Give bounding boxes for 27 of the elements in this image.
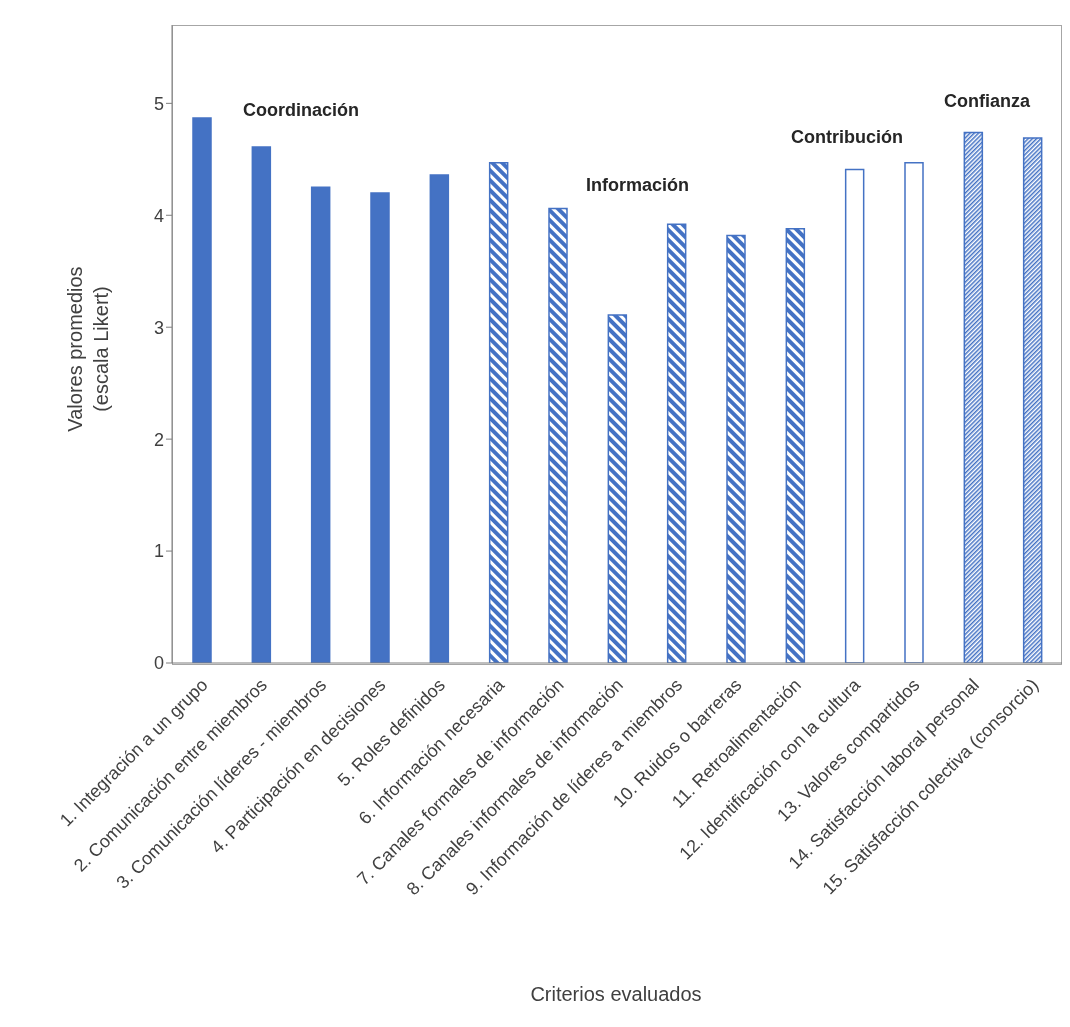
y-tick-label: 4 [153, 205, 164, 226]
y-axis-title: Valores promedios (escala Likert) [63, 265, 113, 434]
bar [785, 227, 806, 663]
bar [310, 186, 331, 663]
y-tick-label: 0 [153, 653, 164, 674]
bar [726, 234, 746, 663]
bar [666, 223, 687, 663]
bar [963, 131, 984, 663]
bar [1022, 137, 1043, 663]
bar [844, 168, 865, 663]
annotation: Contribución [791, 127, 903, 148]
bar [607, 314, 628, 663]
y-tick-label: 5 [153, 93, 164, 114]
bar [488, 161, 509, 663]
x-axis-title: Criterios evaluados [529, 983, 703, 1006]
y-tick-label: 1 [153, 541, 164, 562]
annotation: Información [586, 175, 690, 196]
bar [370, 192, 390, 663]
bar [429, 174, 450, 663]
bar [251, 146, 272, 663]
annotation: Coordinación [243, 100, 359, 121]
bar [192, 117, 212, 663]
y-tick-label: 3 [153, 317, 164, 338]
y-tick-label: 2 [153, 429, 164, 450]
annotation: Confianza [944, 91, 1031, 112]
bar [548, 207, 568, 663]
bar [904, 161, 924, 663]
